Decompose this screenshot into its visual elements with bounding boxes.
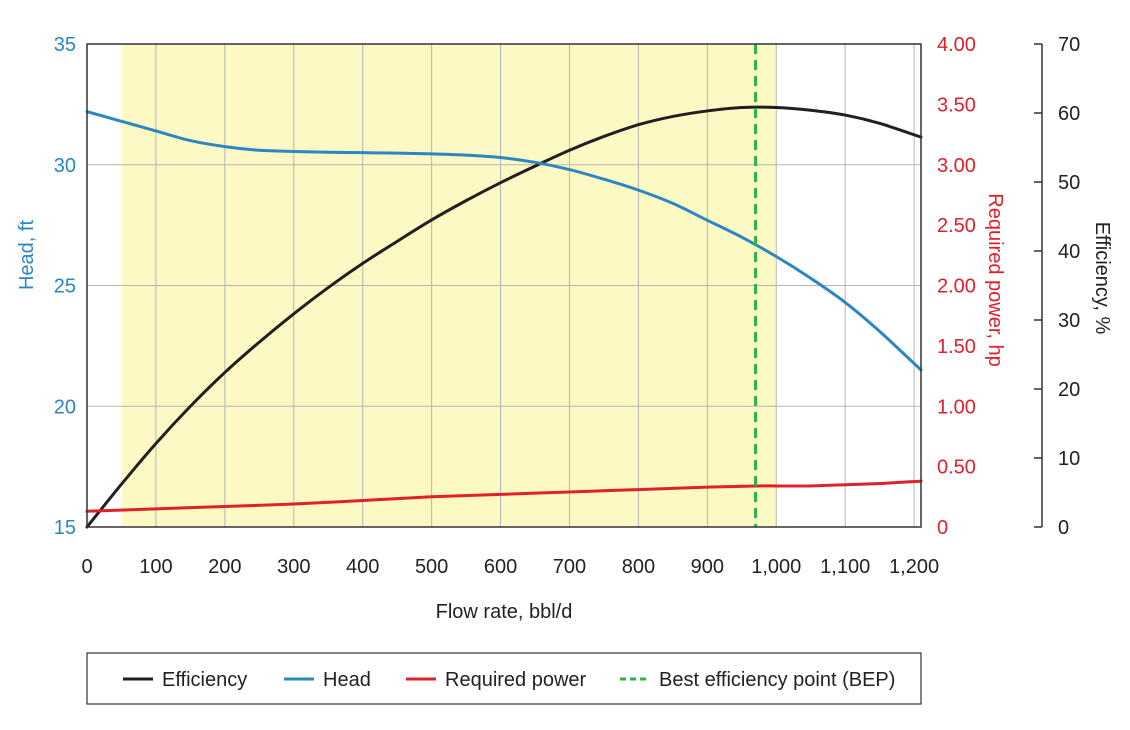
power-tick-label: 0 (937, 517, 948, 539)
head-tick-label: 30 (54, 155, 76, 177)
power-tick-label: 3.50 (937, 94, 976, 116)
x-tick-label: 300 (277, 556, 310, 578)
head-tick-label: 35 (54, 34, 76, 56)
legend-label-head: Head (323, 669, 371, 691)
efficiency-tick-label: 70 (1058, 34, 1080, 56)
head-tick-label: 15 (54, 517, 76, 539)
efficiency-tick-label: 40 (1058, 241, 1080, 263)
power-tick-label: 2.50 (937, 215, 976, 237)
x-tick-label: 400 (346, 556, 379, 578)
head-tick-label: 25 (54, 276, 76, 298)
power-tick-label: 3.00 (937, 155, 976, 177)
legend-label-power: Required power (445, 669, 587, 691)
x-tick-label: 900 (691, 556, 724, 578)
x-tick-label: 1,100 (820, 556, 870, 578)
power-tick-label: 2.00 (937, 276, 976, 298)
power-tick-label: 1.50 (937, 336, 976, 358)
power-axis-tick-labels: 0 0.50 1.00 1.50 2.00 2.50 3.00 3.50 4.00 (937, 34, 976, 539)
x-tick-label: 200 (208, 556, 241, 578)
efficiency-axis: 0 10 20 30 40 50 60 70 (1034, 34, 1080, 539)
required-power-line (85, 479, 923, 513)
efficiency-tick-label: 50 (1058, 172, 1080, 194)
frame-layer (86, 43, 922, 528)
power-tick-label: 0.50 (937, 457, 976, 479)
plot-frame (86, 43, 922, 528)
head-line (85, 110, 923, 372)
x-tick-label: 600 (484, 556, 517, 578)
power-axis-title: Required power, hp (984, 193, 1006, 366)
x-tick-label: 1,200 (889, 556, 939, 578)
head-axis-title: Head, ft (16, 220, 38, 290)
x-tick-labels: 0 100 200 300 400 500 600 700 800 900 1,000 1,100 1,… (81, 556, 939, 578)
efficiency-tick-label: 0 (1058, 517, 1069, 539)
series-layer (85, 105, 923, 529)
x-tick-label: 1,000 (751, 556, 801, 578)
efficiency-tick-label: 30 (1058, 310, 1080, 332)
x-tick-label: 100 (139, 556, 172, 578)
head-tick-label: 20 (54, 396, 76, 418)
x-tick-label: 700 (553, 556, 586, 578)
x-tick-label: 500 (415, 556, 448, 578)
efficiency-axis-title: Efficiency, % (1091, 222, 1113, 335)
efficiency-tick-label: 60 (1058, 103, 1080, 125)
power-tick-label: 1.00 (937, 396, 976, 418)
efficiency-tick-label: 10 (1058, 448, 1080, 470)
head-axis-tick-labels: 15 20 25 30 35 (54, 34, 76, 539)
legend-label-efficiency: Efficiency (162, 669, 247, 691)
power-tick-label: 4.00 (937, 34, 976, 56)
x-tick-label: 0 (81, 556, 92, 578)
legend: Efficiency Head Required power Best efficie… (86, 652, 922, 705)
x-tick-label: 800 (622, 556, 655, 578)
efficiency-tick-label: 20 (1058, 379, 1080, 401)
legend-label-bep: Best efficiency point (BEP) (659, 669, 895, 691)
x-axis-title: Flow rate, bbl/d (436, 601, 573, 623)
legend-box (86, 652, 922, 705)
efficiency-line (85, 105, 923, 529)
